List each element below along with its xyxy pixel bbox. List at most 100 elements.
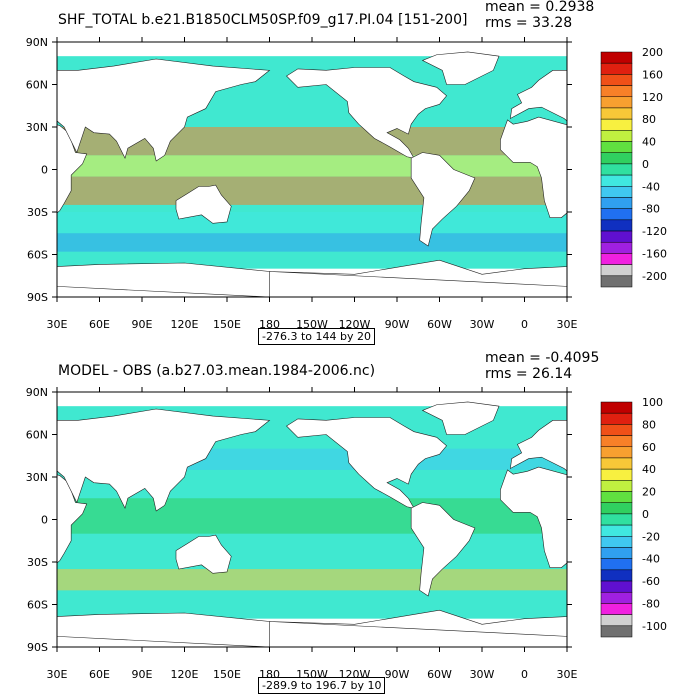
colorbar-swatch bbox=[600, 253, 633, 265]
colorbar-swatch bbox=[600, 174, 633, 187]
continent-africa bbox=[57, 124, 88, 214]
bottom-range-label: -289.9 to 196.7 by 10 bbox=[258, 677, 386, 694]
colorbar-label: 60 bbox=[642, 441, 656, 454]
colorbar-swatch bbox=[600, 141, 633, 153]
colorbar-label: -100 bbox=[642, 620, 667, 633]
colorbar-swatch bbox=[600, 163, 633, 176]
continent-greenland bbox=[421, 51, 500, 85]
colorbar-swatch bbox=[600, 96, 633, 109]
colorbar-swatch bbox=[600, 85, 633, 98]
colorbar-label: 20 bbox=[642, 486, 656, 499]
colorbar-swatch bbox=[600, 130, 633, 142]
y-tick-label: 0 bbox=[41, 164, 48, 177]
colorbar-swatch bbox=[600, 457, 633, 470]
colorbar-label: -40 bbox=[642, 553, 660, 566]
colorbar-swatch bbox=[600, 62, 633, 75]
colorbar-swatch bbox=[600, 591, 633, 604]
continent-samerica bbox=[410, 502, 476, 597]
colorbar-swatch bbox=[600, 118, 633, 131]
x-tick-label: 0 bbox=[521, 318, 528, 331]
x-tick-label: 150E bbox=[213, 318, 241, 331]
bottom-colorbar: 100 80 60 40 20 0 -20 -40 -60 -80 -100 bbox=[600, 396, 667, 638]
top-map-chart: 30E 60E 90E 120E 150E 180 150W 120W 90W 60W 30W 0 30… bbox=[26, 36, 667, 331]
anomaly-band bbox=[57, 233, 567, 252]
colorbar-swatch bbox=[600, 401, 633, 414]
x-tick-label: 0 bbox=[521, 668, 528, 681]
colorbar-swatch bbox=[600, 230, 633, 243]
colorbar-swatch bbox=[600, 412, 633, 425]
colorbar-label: 40 bbox=[642, 463, 656, 476]
colorbar-swatch bbox=[600, 603, 633, 615]
y-tick-label: 60N bbox=[26, 79, 48, 92]
colorbar-swatch bbox=[600, 74, 633, 86]
colorbar-label: -80 bbox=[642, 597, 660, 610]
continent-africa bbox=[57, 474, 88, 564]
colorbar-label: -200 bbox=[642, 270, 667, 283]
colorbar-swatch bbox=[600, 614, 633, 627]
colorbar-label: 80 bbox=[642, 418, 656, 431]
colorbar-swatch bbox=[600, 446, 633, 459]
no-data-north bbox=[57, 42, 567, 57]
bottom-map-panel: MODEL - OBS (a.b27.03.mean.1984-2006.nc)… bbox=[0, 350, 700, 700]
colorbar-swatch bbox=[600, 558, 633, 571]
anomaly-band bbox=[57, 212, 567, 234]
x-tick-label: 60W bbox=[427, 318, 452, 331]
bottom-continents bbox=[57, 401, 567, 647]
colorbar-swatch bbox=[600, 480, 633, 492]
continent-namerica bbox=[286, 67, 448, 159]
top-rms-value: rms = 33.28 bbox=[485, 15, 573, 31]
colorbar-label: -80 bbox=[642, 203, 660, 216]
continent-africa bbox=[500, 116, 567, 218]
bottom-map-title: MODEL - OBS (a.b27.03.mean.1984-2006.nc) bbox=[58, 363, 376, 379]
top-x-axis: 30E 60E 90E 120E 150E 180 150W 120W 90W 60W 30W 0 30… bbox=[47, 37, 578, 331]
continent-antarctica bbox=[269, 609, 567, 637]
y-tick-label: 30S bbox=[27, 206, 48, 219]
colorbar-label: -60 bbox=[642, 575, 660, 588]
colorbar-swatch bbox=[600, 186, 633, 198]
x-tick-label: 120W bbox=[339, 318, 371, 331]
x-tick-label: 30W bbox=[470, 668, 495, 681]
x-tick-label: 150W bbox=[296, 318, 328, 331]
top-mean-value: mean = 0.2938 bbox=[485, 0, 595, 15]
colorbar-swatch bbox=[600, 524, 633, 537]
x-tick-label: 30E bbox=[47, 318, 68, 331]
x-tick-label: 60W bbox=[427, 668, 452, 681]
x-tick-label: 90W bbox=[385, 668, 410, 681]
colorbar-swatch bbox=[600, 264, 633, 277]
y-tick-label: 30N bbox=[26, 121, 48, 134]
x-tick-label: 150E bbox=[213, 668, 241, 681]
colorbar-swatch bbox=[600, 241, 633, 254]
colorbar-swatch bbox=[600, 435, 633, 448]
continent-eurasia bbox=[509, 420, 567, 472]
colorbar-swatch bbox=[600, 424, 633, 436]
colorbar-swatch bbox=[600, 491, 633, 503]
bottom-rms-value: rms = 26.14 bbox=[485, 366, 573, 382]
y-tick-label: 90N bbox=[26, 386, 48, 399]
colorbar-swatch bbox=[600, 275, 633, 288]
x-tick-label: 30E bbox=[47, 668, 68, 681]
y-tick-label: 0 bbox=[41, 514, 48, 527]
colorbar-label: -120 bbox=[642, 225, 667, 238]
bottom-y-axis: 90N 60N 30N 0 30S 60S 90S bbox=[26, 386, 572, 654]
top-y-axis: 90N 60N 30N 0 30S 60S 90S bbox=[26, 36, 572, 304]
continent-namerica bbox=[286, 417, 448, 509]
continent-antarctica bbox=[57, 612, 270, 647]
anomaly-band bbox=[57, 176, 567, 205]
colorbar-swatch bbox=[600, 208, 633, 221]
colorbar-label: 40 bbox=[642, 136, 656, 149]
top-continents bbox=[57, 51, 567, 297]
anomaly-band bbox=[57, 155, 567, 177]
y-tick-label: 90N bbox=[26, 36, 48, 49]
colorbar-swatch bbox=[600, 569, 633, 582]
continent-antarctica bbox=[57, 262, 270, 297]
no-data-north bbox=[57, 392, 567, 407]
continent-antarctica bbox=[269, 259, 567, 287]
continent-eurasia bbox=[57, 408, 271, 512]
y-tick-label: 60S bbox=[27, 249, 48, 262]
colorbar-label: -20 bbox=[642, 530, 660, 543]
continent-australia bbox=[175, 184, 232, 224]
x-tick-label: 60E bbox=[89, 318, 110, 331]
y-tick-label: 90S bbox=[27, 291, 48, 304]
x-tick-label: 180 bbox=[259, 318, 280, 331]
x-tick-label: 30E bbox=[557, 668, 578, 681]
